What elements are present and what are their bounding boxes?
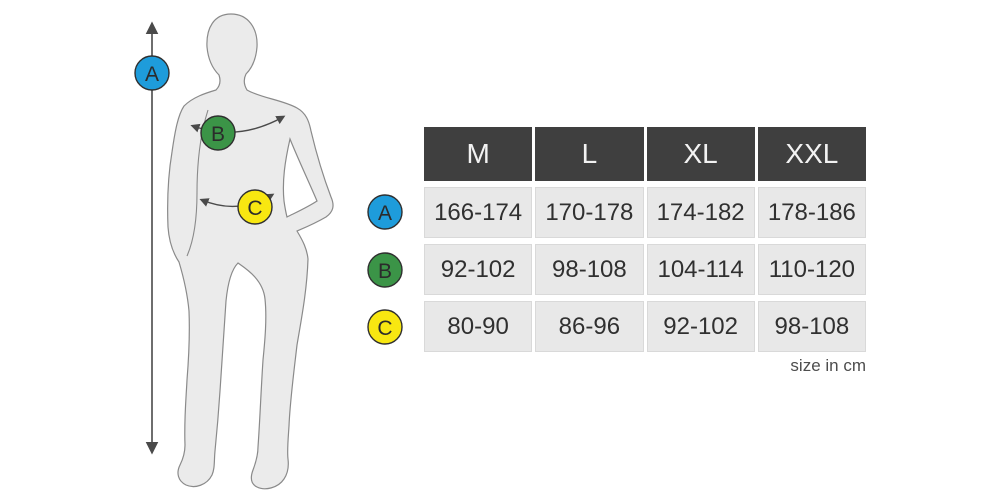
marker-a-badge: A: [134, 55, 170, 91]
height-xl-cell: 174-182: [646, 187, 755, 238]
chest-l-cell: 98-108: [535, 244, 644, 295]
waist-l-cell: 86-96: [535, 301, 644, 352]
waist-xxl-cell: 98-108: [757, 301, 866, 352]
legend-a-circle: [367, 194, 403, 230]
legend-b-circle: [367, 252, 403, 288]
chest-xl-cell: 104-114: [646, 244, 755, 295]
legend-a-badge: A: [367, 194, 403, 230]
height-xxl-cell: 178-186: [757, 187, 866, 238]
size-column-header-xl: XL: [646, 127, 755, 181]
size-column-header-m: M: [424, 127, 533, 181]
marker-a-letter: A: [145, 63, 159, 86]
chest-xxl-cell: 110-120: [757, 244, 866, 295]
marker-b-circle: [200, 115, 236, 151]
legend-c-badge: C: [367, 309, 403, 345]
size-column-header-xxl: XXL: [757, 127, 866, 181]
marker-b-badge: B: [200, 115, 236, 151]
legend-b-badge: B: [367, 252, 403, 288]
legend-c-letter: C: [377, 317, 392, 340]
size-table: M L XL XXL 166-174 170-178 174-182 178-1…: [424, 127, 866, 352]
legend-c-circle: [367, 309, 403, 345]
marker-c-badge: C: [237, 189, 273, 225]
marker-b-letter: B: [211, 123, 225, 146]
units-footnote: size in cm: [790, 356, 866, 375]
chest-m-cell: 92-102: [424, 244, 533, 295]
legend-a-letter: A: [378, 202, 392, 225]
height-m-cell: 166-174: [424, 187, 533, 238]
size-column-header-l: L: [535, 127, 644, 181]
height-l-cell: 170-178: [535, 187, 644, 238]
marker-a-circle: [134, 55, 170, 91]
waist-xl-cell: 92-102: [646, 301, 755, 352]
legend-b-letter: B: [378, 260, 392, 283]
marker-c-letter: C: [247, 197, 262, 220]
human-silhouette: [167, 13, 334, 490]
waist-m-cell: 80-90: [424, 301, 533, 352]
marker-c-circle: [237, 189, 273, 225]
